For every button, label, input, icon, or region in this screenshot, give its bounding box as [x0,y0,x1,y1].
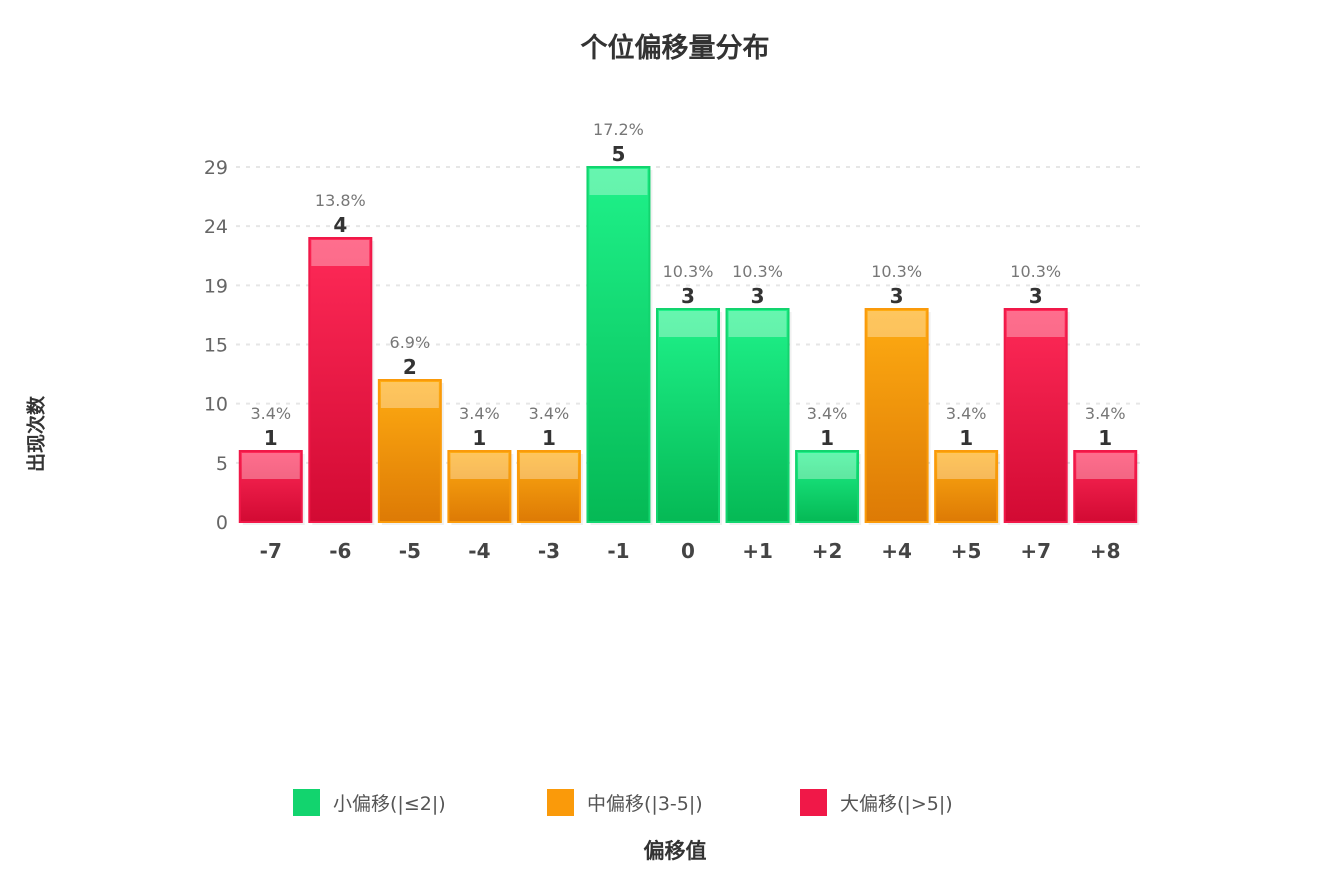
x-tick-label: -5 [399,539,421,563]
bar--1 [586,166,651,523]
bar-highlight [450,453,509,479]
bar--5 [377,379,442,523]
x-tick-label: -3 [538,539,560,563]
legend: 小偏移(|≤2|) 中偏移(|3-5|) 大偏移(|>5|) [0,786,1319,818]
chart-title: 个位偏移量分布 [580,33,770,64]
value-label: 4 [333,213,347,237]
bar-highlight [1076,453,1135,479]
legend-label-medium: 中偏移(|3-5|) [587,792,703,815]
percent-label: 3.4% [459,404,500,423]
value-label: 3 [681,284,695,308]
y-tick-label: 15 [204,335,228,357]
y-tick-label: 0 [216,512,228,534]
value-label: 1 [264,426,278,450]
percent-label: 3.4% [1085,404,1126,423]
x-tick-label: -7 [260,539,282,563]
x-tick-label: +1 [742,539,773,563]
bar-highlight [867,311,926,337]
percent-label: 3.4% [807,404,848,423]
y-tick-label: 5 [216,453,228,475]
bar-highlight [311,240,370,266]
x-tick-label: +5 [951,539,982,563]
bar-+7 [1003,308,1068,523]
value-label: 1 [472,426,486,450]
x-axis-title: 偏移值 [643,839,707,863]
y-tick-label: 10 [204,394,228,416]
legend-label-large: 大偏移(|>5|) [840,792,953,815]
bar-+5 [934,450,999,523]
bar--3 [516,450,581,523]
value-label: 5 [612,142,626,166]
legend-swatch-small [293,788,320,816]
x-tick-label: 0 [681,539,695,563]
y-tick-label: 19 [204,275,228,297]
bar-highlight [659,311,717,337]
bar-0 [656,308,720,523]
bar--4 [447,450,512,523]
percent-label: 3.4% [529,404,570,423]
bar-highlight [937,453,996,479]
bar--6 [308,237,373,523]
x-tick-label: +7 [1020,539,1051,563]
value-label: 3 [1029,284,1043,308]
percent-label: 10.3% [663,262,714,281]
value-label: 1 [1098,426,1112,450]
percent-label: 10.3% [871,262,922,281]
percent-label: 3.4% [946,404,987,423]
value-label: 1 [542,426,556,450]
bar-highlight [241,453,300,479]
bar-+4 [864,308,929,523]
x-tick-label: -4 [468,539,490,563]
x-tick-label: +2 [812,539,843,563]
legend-label-small: 小偏移(|≤2|) [333,792,446,815]
bar-highlight [589,169,648,195]
bar-+1 [725,308,790,523]
value-label: 1 [959,426,973,450]
y-tick-label: 29 [204,157,228,179]
bar--7 [238,450,303,523]
bar-highlight [519,453,578,479]
value-label: 3 [751,284,765,308]
bar-highlight [798,453,857,479]
value-label: 2 [403,355,417,379]
value-label: 3 [890,284,904,308]
x-tick-label: +8 [1090,539,1121,563]
legend-item-small: 小偏移(|≤2|) [293,786,446,818]
x-tick-label: -6 [329,539,351,563]
legend-swatch-large [800,788,827,816]
percent-label: 10.3% [1010,262,1061,281]
bar-highlight [728,311,787,337]
bar-+2 [795,450,860,523]
y-tick-label: 24 [204,216,228,238]
percent-label: 3.4% [250,404,291,423]
x-tick-label: -1 [607,539,629,563]
bar-highlight [380,382,439,408]
bar-highlight [1006,311,1065,337]
legend-item-large: 大偏移(|>5|) [800,786,953,818]
percent-label: 17.2% [593,120,644,139]
percent-label: 13.8% [315,191,366,210]
legend-item-medium: 中偏移(|3-5|) [547,786,703,818]
x-tick-label: +4 [881,539,912,563]
value-label: 1 [820,426,834,450]
percent-label: 6.9% [390,333,431,352]
legend-swatch-medium [547,788,574,816]
bar-+8 [1073,450,1138,523]
percent-label: 10.3% [732,262,783,281]
